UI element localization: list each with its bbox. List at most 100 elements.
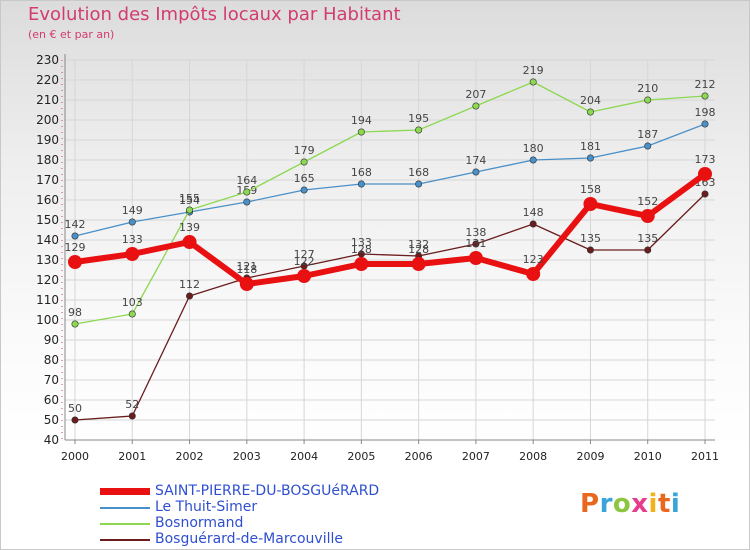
data-point [243, 188, 251, 196]
data-label: 154 [179, 194, 200, 207]
legend-swatch [100, 488, 150, 495]
y-tick-label: 70 [44, 373, 59, 387]
y-tick-label: 60 [44, 393, 59, 407]
data-point [701, 92, 709, 100]
data-label: 139 [179, 221, 200, 234]
data-label: 121 [236, 260, 257, 273]
data-point [701, 190, 709, 198]
data-label: 187 [637, 128, 658, 141]
logo-letter: x [631, 489, 649, 519]
data-label: 212 [695, 78, 716, 91]
data-point [583, 197, 598, 211]
data-label: 168 [408, 166, 429, 179]
x-tick-label: 2001 [118, 450, 146, 463]
data-label: 133 [351, 236, 372, 249]
data-label: 52 [125, 398, 139, 411]
data-label: 181 [580, 140, 601, 153]
data-label: 207 [465, 88, 486, 101]
chart-subtitle: (en € et par an) [28, 28, 115, 41]
data-point [415, 180, 423, 188]
data-point [239, 277, 254, 291]
y-tick-label: 80 [44, 353, 59, 367]
data-label: 198 [695, 106, 716, 119]
data-point [415, 126, 423, 134]
data-label: 168 [351, 166, 372, 179]
legend-swatch [100, 507, 150, 509]
x-tick-label: 2005 [347, 450, 375, 463]
data-point [586, 108, 594, 116]
data-label: 219 [523, 64, 544, 77]
x-tick-label: 2006 [405, 450, 433, 463]
data-label: 158 [580, 183, 601, 196]
data-point [71, 232, 79, 240]
data-point [68, 255, 82, 269]
series-bosnormand: 98 103 155 164 179 194 195 207 219 204 210 212 [68, 64, 716, 328]
legend-label: Le Thuit-Simer [155, 499, 258, 515]
logo-letter: o [612, 489, 632, 519]
data-point [354, 257, 369, 271]
data-label: 128 [351, 243, 372, 256]
line-chart: 4050607080901001101201301401501601701801… [36, 53, 719, 463]
x-tick-label: 2007 [462, 450, 490, 463]
data-point [472, 102, 480, 110]
data-label: 118 [236, 263, 257, 276]
data-point [128, 412, 136, 420]
data-label: 149 [122, 204, 143, 217]
data-label: 135 [637, 232, 658, 245]
data-label: 138 [465, 226, 486, 239]
series-line [74, 81, 706, 325]
data-point [472, 168, 480, 176]
data-label: 129 [65, 241, 86, 254]
data-point [300, 186, 308, 194]
y-tick-label: 200 [36, 113, 59, 127]
data-label: 123 [523, 253, 544, 266]
series-line [74, 193, 706, 421]
data-label: 179 [294, 144, 315, 157]
data-point [640, 209, 655, 223]
series-line [74, 171, 707, 287]
logo-letter: i [648, 489, 658, 519]
data-label: 204 [580, 94, 601, 107]
series-line [74, 123, 706, 237]
data-label: 173 [695, 153, 716, 166]
data-point [128, 218, 136, 226]
data-point [586, 154, 594, 162]
data-label: 195 [408, 112, 429, 125]
data-point [644, 246, 652, 254]
x-tick-label: 2002 [176, 450, 204, 463]
data-point [411, 257, 426, 271]
legend-label: Bosguérard-de-Marcouville [155, 531, 343, 547]
y-tick-label: 220 [36, 73, 59, 87]
y-tick-label: 180 [36, 153, 59, 167]
data-point [586, 246, 594, 254]
data-label: 133 [122, 233, 143, 246]
data-label: 165 [294, 172, 315, 185]
y-tick-label: 190 [36, 133, 59, 147]
y-tick-label: 100 [36, 313, 59, 327]
data-label: 180 [523, 142, 544, 155]
y-tick-label: 120 [36, 273, 59, 287]
data-label: 127 [294, 248, 315, 261]
data-label: 135 [580, 232, 601, 245]
data-point [71, 320, 79, 328]
x-tick-label: 2008 [519, 450, 547, 463]
data-label: 210 [637, 82, 658, 95]
data-point [182, 235, 197, 249]
data-point [243, 198, 251, 206]
x-tick-label: 2004 [290, 450, 318, 463]
data-label: 164 [236, 174, 257, 187]
data-label: 128 [408, 243, 429, 256]
y-tick-label: 90 [44, 333, 59, 347]
data-point [186, 206, 194, 214]
data-point [644, 142, 652, 150]
x-tick-label: 2000 [61, 450, 89, 463]
data-label: 155 [179, 192, 200, 205]
data-point [357, 180, 365, 188]
legend-swatch [100, 539, 150, 541]
proxiti-logo: Proxiti [580, 489, 680, 519]
y-tick-label: 170 [36, 173, 59, 187]
data-point [526, 267, 541, 281]
data-label: 98 [68, 306, 82, 319]
